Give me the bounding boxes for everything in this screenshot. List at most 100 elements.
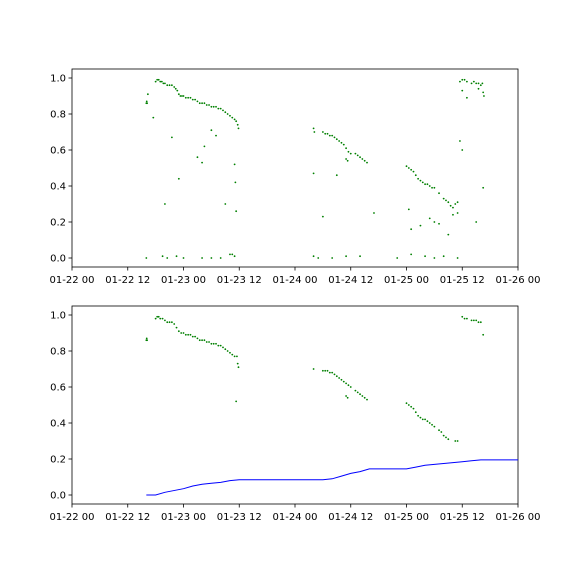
top-data-point	[196, 100, 199, 103]
bottom-data-point	[347, 384, 350, 387]
top-data-point	[205, 104, 208, 106]
top-data-point	[208, 104, 210, 106]
top-data-point	[162, 82, 165, 85]
top-data-point	[203, 102, 206, 105]
top-data-point	[459, 140, 461, 142]
bottom-y-tick-label: 0.2	[50, 455, 66, 466]
top-data-point	[359, 255, 361, 258]
top-data-point	[461, 78, 464, 81]
top-data-point	[233, 163, 236, 166]
bottom-series-line	[146, 459, 518, 496]
top-y-tick-label: 0.6	[50, 146, 66, 157]
bottom-data-point	[161, 317, 164, 320]
bottom-data-point	[410, 405, 413, 408]
top-data-point	[477, 82, 480, 85]
bottom-data-point	[470, 319, 473, 322]
bottom-data-point	[345, 395, 347, 397]
bottom-data-point	[180, 332, 183, 334]
top-data-point	[182, 95, 185, 97]
top-data-point	[433, 186, 436, 189]
top-data-point	[361, 158, 364, 160]
top-data-point	[217, 107, 220, 110]
bottom-x-tick-label: 01-26 00	[496, 512, 541, 523]
bottom-data-point	[226, 350, 229, 352]
top-data-point	[224, 203, 227, 205]
bottom-x-tick-label: 01-24 12	[328, 512, 373, 523]
bottom-x-tick-label: 01-22 12	[105, 512, 150, 523]
top-data-point	[164, 203, 166, 205]
top-data-point	[312, 127, 315, 130]
top-data-point	[194, 98, 197, 101]
bottom-data-point	[237, 366, 240, 369]
bottom-data-point	[428, 422, 431, 424]
top-data-point	[456, 257, 459, 259]
top-data-point	[313, 131, 316, 133]
bottom-data-point	[159, 317, 162, 320]
top-data-point	[447, 233, 450, 236]
top-data-point	[331, 257, 334, 259]
bottom-x-tick-label: 01-22 00	[50, 512, 95, 523]
bottom-data-point	[463, 317, 466, 320]
top-data-point	[184, 96, 187, 99]
bottom-data-point	[321, 369, 324, 372]
bottom-data-point	[184, 333, 187, 336]
top-data-point	[412, 170, 415, 173]
top-data-point	[346, 159, 349, 162]
top-data-point	[233, 255, 236, 258]
top-data-point	[179, 95, 182, 97]
top-data-point	[203, 145, 206, 148]
top-data-point	[442, 255, 445, 258]
bottom-data-point	[472, 319, 475, 322]
top-data-point	[159, 80, 162, 83]
top-data-point	[152, 116, 155, 119]
bottom-data-point	[421, 418, 424, 421]
top-data-point	[219, 257, 222, 259]
top-data-point	[405, 165, 408, 168]
bottom-data-point	[366, 398, 368, 401]
top-data-point	[229, 114, 231, 117]
bottom-data-point	[222, 346, 224, 349]
top-data-point	[168, 84, 171, 87]
top-data-point	[215, 134, 217, 137]
bottom-y-tick-label: 0.0	[50, 491, 66, 502]
bottom-data-point	[236, 362, 239, 365]
top-data-point	[170, 136, 173, 139]
top-data-point	[160, 80, 163, 83]
top-data-point	[328, 134, 331, 137]
top-data-point	[447, 201, 450, 204]
bottom-data-point	[346, 396, 349, 399]
top-y-tick-label: 0.8	[50, 110, 66, 121]
top-data-point	[312, 255, 315, 258]
top-data-point	[419, 224, 422, 227]
bottom-data-point	[236, 355, 238, 358]
top-data-point	[170, 84, 173, 87]
top-data-point	[154, 80, 157, 83]
top-data-point	[356, 154, 359, 157]
top-data-point	[475, 221, 478, 223]
top-data-point	[145, 100, 148, 103]
top-data-point	[335, 138, 338, 141]
bottom-data-point	[345, 382, 347, 385]
top-data-point	[201, 257, 203, 259]
top-data-point	[324, 132, 327, 135]
top-data-point	[345, 158, 347, 160]
top-data-point	[456, 212, 459, 214]
top-data-point	[234, 181, 237, 184]
bottom-data-point	[456, 440, 459, 442]
top-data-point	[340, 141, 343, 144]
top-data-point	[452, 213, 454, 216]
top-data-point	[349, 152, 352, 155]
top-data-point	[173, 86, 176, 88]
top-data-point	[481, 82, 484, 85]
top-data-point	[428, 217, 431, 220]
top-data-point	[363, 159, 366, 162]
top-data-point	[347, 150, 350, 153]
bottom-data-point	[445, 436, 447, 439]
top-data-point	[338, 140, 341, 142]
top-data-point	[177, 93, 180, 96]
top-data-point	[176, 89, 179, 92]
bottom-data-point	[201, 339, 203, 342]
bottom-data-point	[212, 342, 215, 345]
bottom-data-point	[164, 319, 166, 322]
bottom-data-point	[215, 342, 217, 345]
